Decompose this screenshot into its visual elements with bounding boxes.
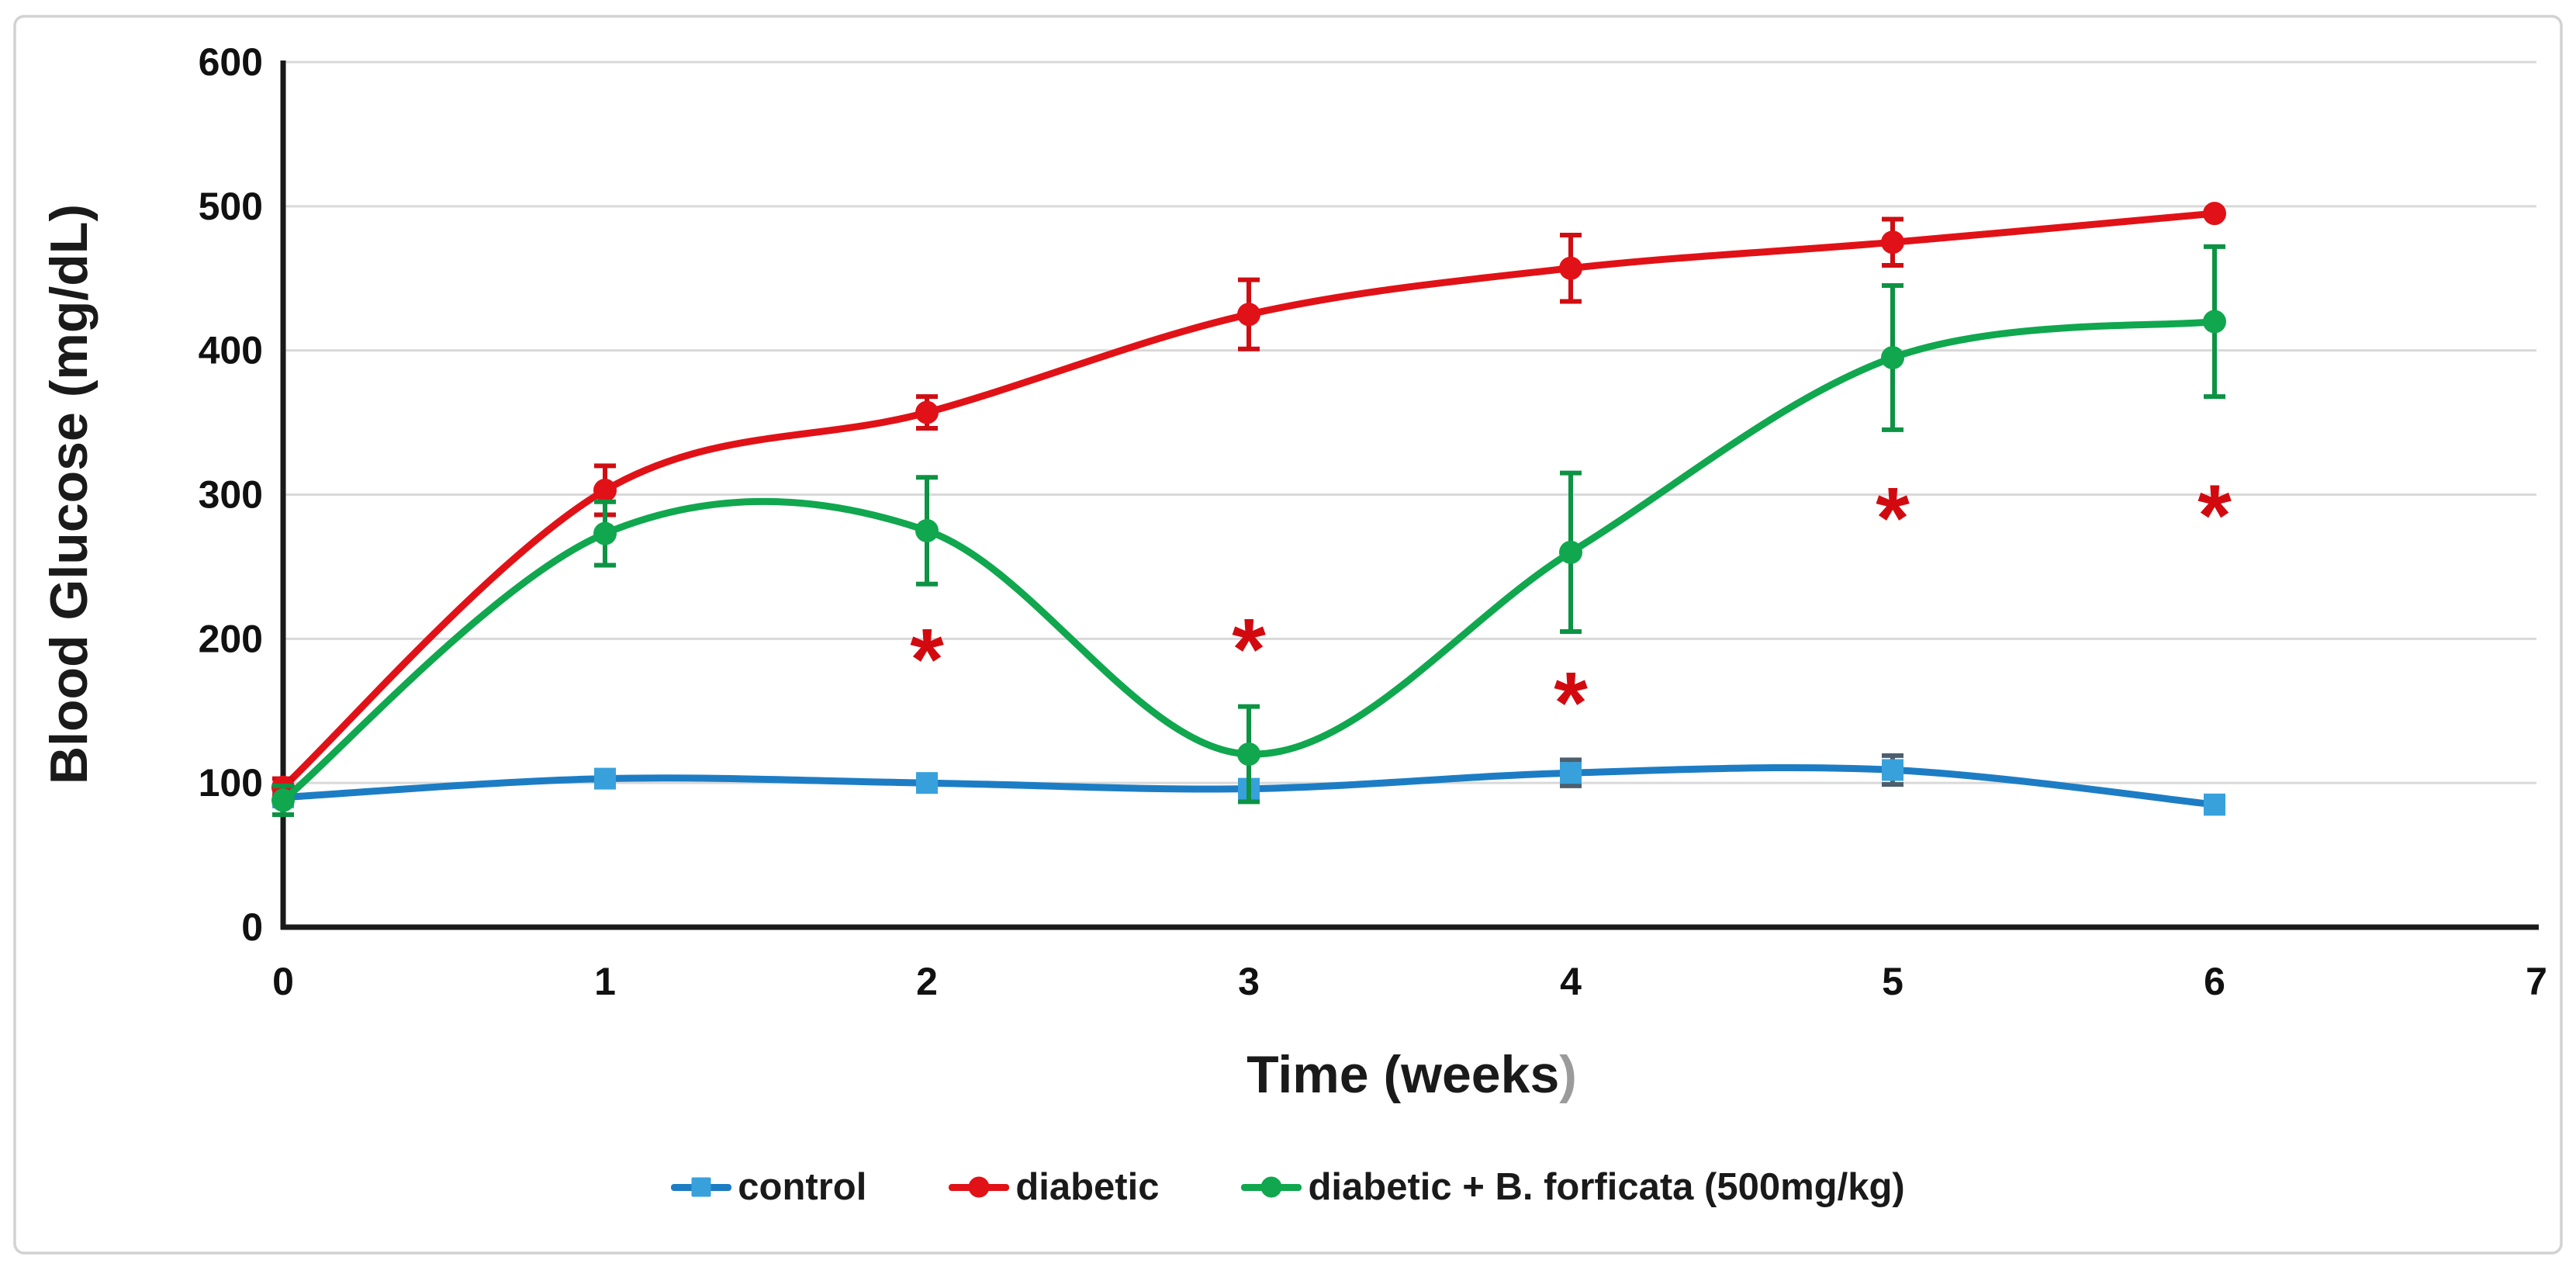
chart-frame xyxy=(13,15,2563,1255)
legend-marker-diabetic-circle-icon xyxy=(968,1176,990,1198)
x-axis-title: Time (weeks) xyxy=(1247,1045,1577,1104)
x-tick-label-1: 1 xyxy=(594,960,616,1003)
series-diabetic xyxy=(271,244,2226,818)
marker-diabetic-w4 xyxy=(1559,540,1582,564)
marker-control-w1 xyxy=(594,767,616,790)
y-tick-label-0: 0 xyxy=(241,905,263,949)
y-tick-label-300: 300 xyxy=(199,473,263,517)
marker-diabetic-w3 xyxy=(1237,303,1260,327)
marker-diabetic-w1 xyxy=(593,521,617,545)
asterisk-week-5: * xyxy=(1876,470,1910,567)
y-tick-label-200: 200 xyxy=(199,617,263,660)
marker-control-w4 xyxy=(1560,762,1582,784)
legend-label-control: control xyxy=(738,1166,867,1208)
marker-diabetic-w6 xyxy=(2203,310,2226,334)
x-tick-label-0: 0 xyxy=(272,960,294,1003)
y-tick-label-100: 100 xyxy=(199,761,263,805)
legend-label-diabetic: diabetic xyxy=(1015,1166,1160,1208)
marker-diabetic-w2 xyxy=(915,518,939,542)
y-axis-title: Blood Glucose (mg/dL) xyxy=(40,204,99,784)
y-tick-label-500: 500 xyxy=(199,185,263,228)
y-tick-labels: 0 100 200 300 400 500 600 xyxy=(199,40,263,949)
x-tick-label-2: 2 xyxy=(916,960,938,1003)
legend: control diabetic diabetic + B. forficata (… xyxy=(0,1150,2576,1224)
marker-control-w6 xyxy=(2204,794,2225,816)
marker-diabetic-w5 xyxy=(1881,345,1904,369)
x-tick-label-7: 7 xyxy=(2526,960,2547,1003)
marker-diabetic-w1 xyxy=(593,478,617,502)
marker-control-w2 xyxy=(916,772,938,794)
x-axis-title-main: Time (weeks xyxy=(1247,1045,1559,1104)
y-tick-label-600: 600 xyxy=(199,40,263,84)
legend-item-diabetic: diabetic + B. forficata (500mg/kg) xyxy=(1241,1165,1905,1209)
x-tick-labels: 0 1 2 3 4 5 6 7 xyxy=(272,960,2547,1003)
legend-line-diabetic xyxy=(1241,1176,1302,1198)
x-axis-title-paren: ) xyxy=(1559,1045,1577,1104)
marker-diabetic-w6 xyxy=(2203,202,2226,226)
x-tick-label-4: 4 xyxy=(1560,960,1582,1003)
legend-marker-diabetic-circle-icon xyxy=(1260,1176,1282,1198)
legend-item-control: control xyxy=(671,1165,866,1209)
marker-diabetic-w5 xyxy=(1881,230,1904,254)
y-tick-label-400: 400 xyxy=(199,329,263,372)
legend-line-diabetic xyxy=(949,1176,1010,1198)
series-layer xyxy=(271,202,2226,818)
marker-diabetic-w3 xyxy=(1237,743,1260,766)
legend-label-diabetic: diabetic + B. forficata (500mg/kg) xyxy=(1308,1166,1905,1208)
asterisk-week-3: * xyxy=(1232,601,1266,698)
marker-control-w5 xyxy=(1882,759,1903,781)
marker-diabetic-w2 xyxy=(915,400,939,424)
x-tick-label-5: 5 xyxy=(1882,960,1903,1003)
marker-diabetic-w0 xyxy=(271,788,295,812)
legend-marker-control-square-icon xyxy=(691,1177,711,1197)
legend-item-diabetic: diabetic xyxy=(949,1165,1159,1209)
legend-line-control xyxy=(671,1177,732,1197)
asterisk-week-6: * xyxy=(2197,467,2232,564)
asterisk-week-4: * xyxy=(1554,654,1588,751)
significance-asterisks: * * * * * xyxy=(910,467,2232,752)
markers-diabetic xyxy=(271,310,2226,812)
x-tick-label-3: 3 xyxy=(1238,960,1260,1003)
asterisk-week-2: * xyxy=(910,611,944,708)
x-tick-label-6: 6 xyxy=(2204,960,2225,1003)
marker-diabetic-w4 xyxy=(1559,256,1582,280)
y-gridlines xyxy=(283,61,2536,784)
